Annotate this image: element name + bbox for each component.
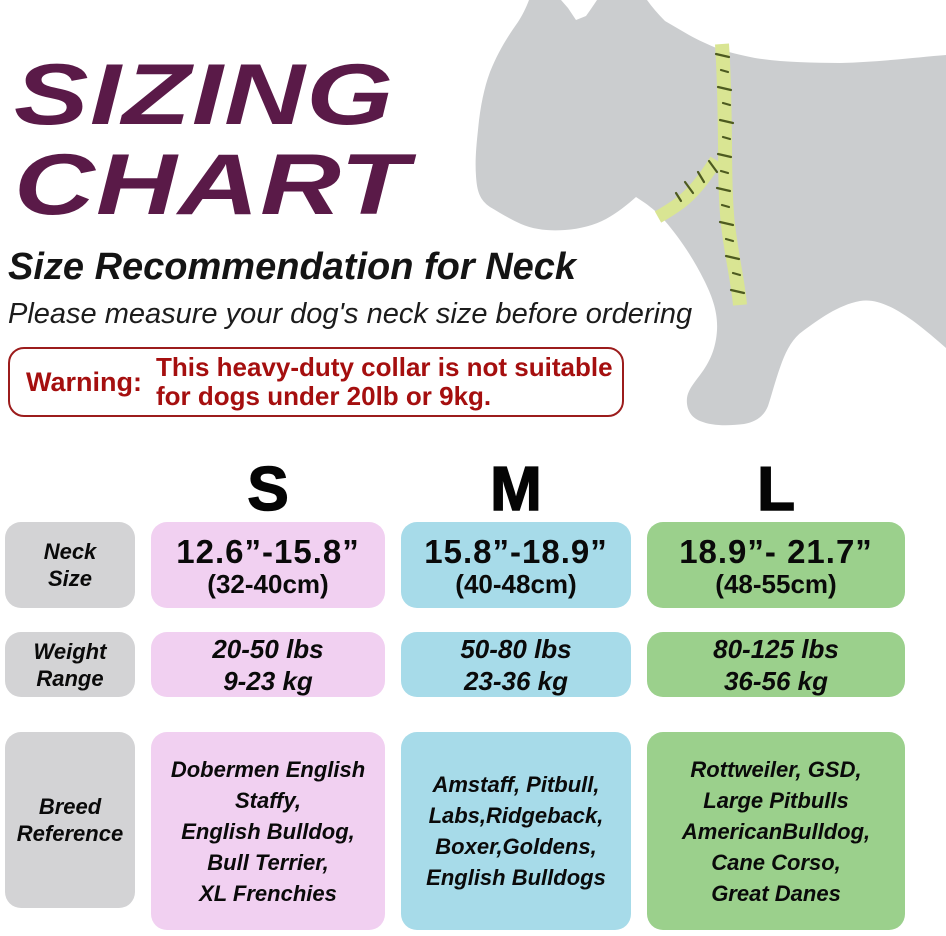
breed-reference-cell-m: Amstaff, Pitbull, Labs,Ridgeback, Boxer,… (401, 732, 631, 930)
weight-range-l-text: 80-125 lbs 36-56 kg (713, 633, 839, 696)
row-header-weight-range-label: Weight Range (33, 638, 107, 691)
neck-size-cell-s: 12.6”-15.8” (32-40cm) (151, 522, 385, 608)
neck-size-row: Neck Size 12.6”-15.8” (32-40cm) 15.8”-18… (5, 522, 917, 608)
measuring-tape-ticks (674, 52, 746, 295)
row-header-neck-size: Neck Size (5, 522, 135, 608)
measure-instruction: Please measure your dog's neck size befo… (8, 298, 693, 330)
size-letter-row: S M L (5, 455, 917, 524)
neck-size-m-cm: (40-48cm) (455, 568, 577, 599)
page-title-line1: SIZING (14, 47, 395, 143)
dog-silhouette-graphic (475, 0, 946, 426)
warning-box: Warning: This heavy-duty collar is not s… (8, 347, 624, 417)
breed-reference-l-text: Rottweiler, GSD, Large Pitbulls American… (681, 756, 871, 906)
column-header-s: S (247, 455, 290, 524)
neck-size-m-inches: 15.8”-18.9” (424, 532, 608, 570)
breed-reference-cell-s: Dobermen English Staffy, English Bulldog… (151, 732, 385, 930)
row-header-breed-reference-label: Breed Reference (16, 794, 124, 846)
warning-message: This heavy-duty collar is not suitable f… (156, 352, 613, 411)
warning-label: Warning: (26, 366, 142, 397)
dog-illustration (440, 0, 946, 450)
page-title: SIZING CHART (14, 50, 410, 230)
weight-range-m-text: 50-80 lbs 23-36 kg (460, 633, 572, 696)
column-header-l: L (756, 455, 795, 524)
row-header-neck-size-label: Neck Size (43, 539, 97, 591)
neck-size-cell-m: 15.8”-18.9” (40-48cm) (401, 522, 631, 608)
page-title-line2: CHART (14, 137, 410, 233)
breed-reference-m-text: Amstaff, Pitbull, Labs,Ridgeback, Boxer,… (426, 772, 606, 890)
measuring-tape-neck-strand (654, 156, 722, 223)
neck-size-cell-l: 18.9”- 21.7” (48-55cm) (647, 522, 905, 608)
measuring-tape (715, 43, 747, 306)
neck-size-l-inches: 18.9”- 21.7” (679, 532, 873, 570)
page-subtitle: Size Recommendation for Neck (8, 246, 577, 288)
weight-range-row: Weight Range 20-50 lbs 9-23 kg 50-80 lbs… (5, 632, 917, 697)
breed-reference-s-text: Dobermen English Staffy, English Bulldog… (170, 756, 366, 906)
weight-range-cell-l: 80-125 lbs 36-56 kg (647, 632, 905, 697)
neck-size-s-inches: 12.6”-15.8” (176, 532, 360, 570)
row-header-breed-reference: Breed Reference (5, 732, 135, 908)
neck-size-l-cm: (48-55cm) (715, 568, 837, 599)
breed-reference-row: Breed Reference Dobermen English Staffy,… (5, 732, 917, 930)
neck-size-s-cm: (32-40cm) (207, 568, 329, 599)
breed-reference-cell-l: Rottweiler, GSD, Large Pitbulls American… (647, 732, 905, 930)
row-header-weight-range: Weight Range (5, 632, 135, 697)
size-table: S M L Neck Size 12.6”-15.8” (32-40cm) 15… (5, 455, 917, 930)
column-header-m: M (489, 455, 542, 524)
dog-silhouette (475, 0, 946, 426)
weight-range-s-text: 20-50 lbs 9-23 kg (212, 633, 324, 696)
weight-range-cell-m: 50-80 lbs 23-36 kg (401, 632, 631, 697)
weight-range-cell-s: 20-50 lbs 9-23 kg (151, 632, 385, 697)
